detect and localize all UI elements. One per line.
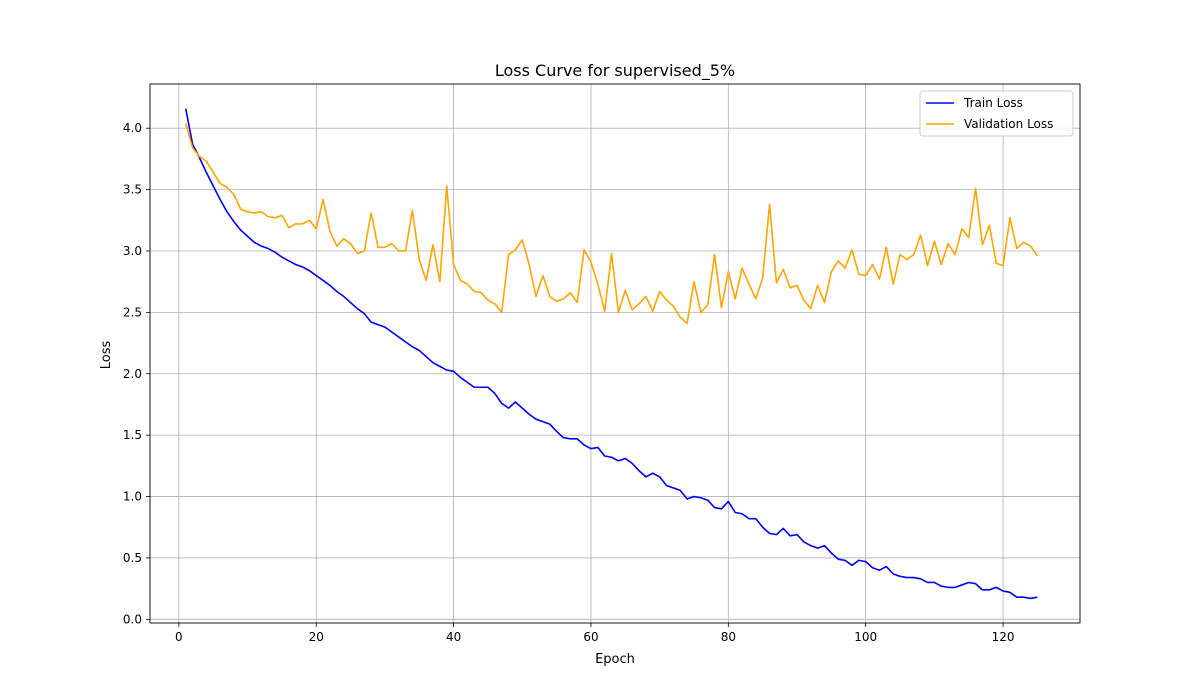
y-tick-label: 1.5 (123, 428, 142, 442)
x-tick-label: 60 (583, 630, 598, 644)
legend: Train Loss Validation Loss (919, 90, 1074, 137)
y-tick-label: 0.5 (123, 551, 142, 565)
legend-box (919, 90, 1074, 137)
series-line-train-loss (184, 108, 1038, 600)
x-tick-label: 80 (721, 630, 736, 644)
y-tick-label: 0.0 (123, 612, 142, 626)
x-tick-label: 100 (854, 630, 877, 644)
series-line-validation-loss (184, 123, 1039, 325)
y-tick-label: 2.5 (123, 305, 142, 319)
x-tick-label: 0 (175, 630, 183, 644)
chart-title: Loss Curve for supervised_5% (495, 61, 735, 81)
x-tick-label: 120 (992, 630, 1015, 644)
y-tick-label: 1.0 (123, 490, 142, 504)
y-axis-ticks: 0.0 0.5 1.0 1.5 2.0 2.5 3.0 3.5 4.0 (123, 121, 150, 626)
series-lines (184, 108, 1039, 600)
grid-lines (150, 84, 1080, 623)
x-tick-label: 20 (309, 630, 324, 644)
y-tick-label: 3.5 (123, 183, 142, 197)
y-tick-label: 2.0 (123, 367, 142, 381)
y-tick-label: 4.0 (123, 121, 142, 135)
y-tick-label: 3.0 (123, 244, 142, 258)
y-axis-label: Loss (99, 341, 114, 370)
x-axis-label: Epoch (595, 652, 635, 667)
plot-frame (149, 83, 1081, 624)
x-tick-label: 40 (446, 630, 461, 644)
legend-label: Validation Loss (964, 117, 1053, 131)
x-axis-ticks: 0 20 40 60 80 100 120 (175, 623, 1015, 644)
legend-label: Train Loss (963, 96, 1023, 110)
